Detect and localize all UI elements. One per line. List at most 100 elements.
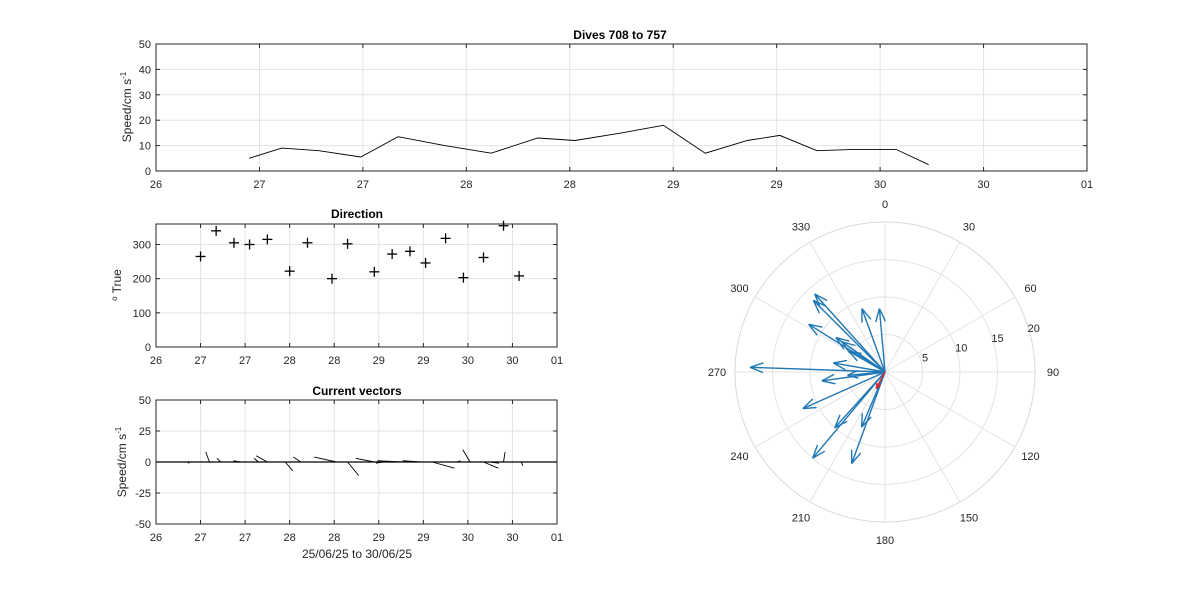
direction-point [404, 246, 415, 257]
y-tick-label: 40 [139, 64, 151, 76]
compass-vector-head [841, 341, 856, 347]
compass-radius-label: 5 [922, 352, 928, 364]
compass-vector [749, 362, 886, 374]
compass-angle-label: 180 [876, 535, 894, 547]
direction-point [387, 249, 398, 260]
compass-vector-head [851, 452, 862, 465]
direction-panel: Direction 26 27 27 28 28 29 29 30 30 01 0 100 200 300… [110, 207, 563, 367]
direction-point [498, 220, 509, 231]
direction-point [228, 237, 239, 248]
speed-panel: Dives 708 to 757 26 27 27 28 28 29 29 30 30 01 0 10… [119, 28, 1093, 191]
x-tick-label: 28 [284, 532, 296, 544]
compass-angle-label: 120 [1021, 451, 1039, 463]
direction-point [478, 252, 489, 263]
compass-angle-label: 0 [882, 199, 888, 211]
direction-point [262, 234, 273, 245]
current-vector [216, 457, 221, 463]
y-tick-label: 100 [133, 308, 151, 320]
direction-point [326, 273, 337, 284]
compass-vector-head [833, 359, 848, 364]
compass-vector-head [808, 323, 823, 328]
compass-vector-head [814, 293, 821, 308]
vectors-ylabel: Speed/cm s-1 [114, 426, 129, 497]
x-tick-label: 27 [239, 532, 251, 544]
compass-vector-shaft [860, 371, 886, 428]
compass-vector-head [812, 300, 820, 314]
compass-radius-label: 20 [1028, 323, 1040, 335]
x-tick-label: 27 [253, 179, 265, 191]
current-vector [186, 461, 190, 464]
direction-point [244, 239, 255, 250]
current-vector [253, 457, 259, 463]
compass-vector [875, 308, 887, 373]
current-vector [432, 461, 455, 469]
x-tick-label: 28 [328, 532, 340, 544]
compass-vector-head [808, 323, 818, 336]
compass-vector-shaft [750, 366, 886, 373]
vectors-panel: Current vectors 26 27 27 28 28 29 29 30 30 01 -50 -… [114, 384, 563, 561]
compass-vector-head [749, 362, 764, 368]
current-vector [284, 461, 293, 471]
compass-angle-label: 240 [730, 451, 748, 463]
compass-vector-head [812, 450, 826, 459]
compass-vector-head [875, 308, 881, 323]
current-vector [347, 461, 360, 476]
current-vector [462, 449, 471, 463]
compass-angle-label: 210 [792, 513, 810, 525]
compass-vector-shaft [875, 371, 886, 389]
x-tick-label: 29 [417, 532, 429, 544]
compass-vector [812, 371, 886, 459]
compass-spoke [754, 371, 886, 448]
current-vector [402, 460, 422, 463]
direction-point [420, 257, 431, 268]
compass-angle-label: 270 [708, 367, 726, 379]
current-vector [503, 452, 506, 463]
x-tick-label: 27 [194, 532, 206, 544]
compass-vector-shaft [878, 308, 886, 373]
compass-vector-shaft [812, 299, 886, 373]
compass-vector [814, 293, 886, 373]
current-vector [355, 457, 375, 463]
y-tick-label: 30 [139, 90, 151, 102]
direction-ylabel: oTrue [110, 269, 124, 301]
speed-axes [155, 43, 1088, 172]
current-vector [293, 456, 302, 463]
x-tick-label: 26 [150, 179, 162, 191]
x-tick-label: 29 [373, 355, 385, 367]
compass-spoke [884, 296, 1016, 373]
direction-point [369, 266, 380, 277]
compass-vector-shaft [814, 293, 886, 373]
compass-vector-shaft [802, 371, 886, 410]
direction-point [302, 237, 313, 248]
compass-angle-label: 330 [792, 222, 810, 234]
y-tick-label: 50 [139, 39, 151, 51]
x-tick-label: 28 [284, 355, 296, 367]
speed-title: Dives 708 to 757 [573, 28, 667, 42]
current-vector [233, 460, 241, 463]
speed-ylabel: Speed/cm s-1 [119, 71, 134, 142]
compass-vector-head [832, 362, 846, 371]
compass-vector-shaft [821, 371, 886, 382]
x-tick-label: 30 [977, 179, 989, 191]
compass-vector-head [802, 398, 814, 410]
compass-vector [850, 371, 886, 465]
compass-vector [861, 308, 886, 373]
x-tick-label: 29 [771, 179, 783, 191]
compass-vector-head [814, 293, 828, 302]
y-tick-label: 25 [139, 426, 151, 438]
compass-vector-shaft [851, 371, 886, 464]
compass-spoke [884, 241, 961, 373]
compass-vector-head [749, 366, 764, 374]
current-vector [456, 460, 461, 463]
current-vector [377, 460, 404, 463]
direction-point [211, 225, 222, 236]
speed-series-line [248, 124, 929, 166]
direction-point [514, 270, 525, 281]
direction-point [284, 266, 295, 277]
compass-vector-head [812, 444, 819, 459]
direction-point [342, 238, 353, 249]
compass-vector-head [861, 308, 872, 320]
y-tick-label: 0 [145, 342, 151, 354]
x-tick-label: 01 [551, 355, 563, 367]
